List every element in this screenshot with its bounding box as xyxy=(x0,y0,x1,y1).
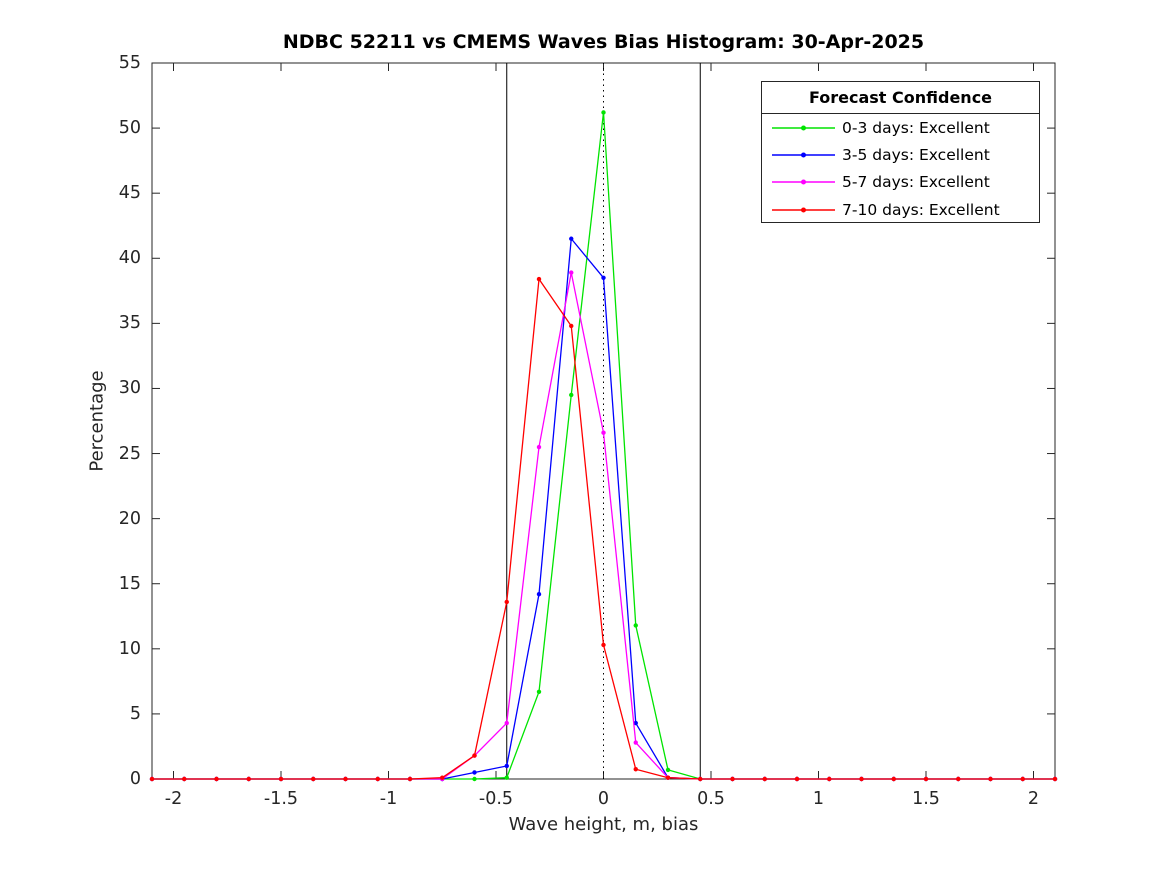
legend: Forecast Confidence 0-3 days: Excellent 3… xyxy=(761,81,1040,223)
x-tick-label: 1.5 xyxy=(912,789,940,809)
data-point-marker xyxy=(536,689,542,694)
x-tick-label: -1.5 xyxy=(263,789,299,809)
x-tick-label: 1 xyxy=(812,789,825,809)
y-tick-label: 5 xyxy=(129,703,141,724)
legend-item-label: 7-10 days: Excellent xyxy=(842,200,1000,219)
legend-line-swatch xyxy=(772,179,835,185)
x-axis-label: Wave height, m, bias xyxy=(508,814,699,835)
data-point-marker xyxy=(569,323,574,329)
data-point-marker xyxy=(923,776,929,782)
legend-line-swatch xyxy=(772,125,835,131)
data-point-marker xyxy=(472,770,477,775)
data-point-marker xyxy=(762,776,767,782)
data-point-marker xyxy=(182,776,187,782)
x-tick-label: -2 xyxy=(164,789,183,809)
data-point-marker xyxy=(343,776,348,782)
data-point-marker xyxy=(472,776,477,782)
data-point-marker xyxy=(504,763,509,769)
legend-line-swatch xyxy=(772,152,835,158)
data-point-marker xyxy=(536,276,542,282)
data-point-marker xyxy=(311,776,316,782)
data-point-marker xyxy=(214,776,219,782)
x-tick-label: -0.5 xyxy=(478,789,514,809)
data-point-marker xyxy=(633,720,638,726)
data-point-marker xyxy=(375,776,380,782)
data-point-marker xyxy=(569,270,574,275)
data-point-marker xyxy=(633,623,638,628)
legend-item: 5-7 days: Excellent xyxy=(762,169,1039,196)
y-tick-label: 55 xyxy=(118,53,141,73)
data-point-marker xyxy=(504,720,509,726)
data-point-marker xyxy=(601,642,606,648)
data-point-marker xyxy=(891,776,896,782)
data-point-marker xyxy=(1020,776,1025,782)
data-point-marker xyxy=(1052,776,1058,782)
data-point-marker xyxy=(278,776,284,782)
data-point-marker xyxy=(536,444,542,450)
y-tick-label: 50 xyxy=(118,118,141,139)
x-tick-label: 0 xyxy=(597,789,610,809)
data-point-marker xyxy=(601,430,606,435)
data-point-marker xyxy=(569,236,574,241)
y-tick-label: 45 xyxy=(118,183,141,204)
legend-title: Forecast Confidence xyxy=(762,82,1039,114)
y-tick-label: 40 xyxy=(118,248,141,269)
data-point-marker xyxy=(472,753,477,758)
data-point-marker xyxy=(859,776,864,782)
legend-item-label: 3-5 days: Excellent xyxy=(842,146,990,165)
legend-item: 0-3 days: Excellent xyxy=(762,114,1039,141)
data-point-marker xyxy=(246,776,251,782)
data-point-marker xyxy=(601,110,606,115)
y-tick-label: 30 xyxy=(118,378,141,399)
data-point-marker xyxy=(633,740,638,745)
legend-item-label: 5-7 days: Excellent xyxy=(842,173,990,192)
x-tick-label: -1 xyxy=(379,789,398,809)
data-point-marker xyxy=(827,776,832,782)
data-point-marker xyxy=(504,775,509,780)
legend-item: 3-5 days: Excellent xyxy=(762,141,1039,168)
y-tick-label: 0 xyxy=(129,769,141,789)
data-point-marker xyxy=(665,767,671,773)
y-tick-label: 25 xyxy=(118,443,141,464)
data-point-marker xyxy=(536,591,542,597)
data-point-marker xyxy=(956,776,961,782)
y-tick-label: 35 xyxy=(118,313,141,334)
series-markers xyxy=(149,276,1058,782)
data-point-marker xyxy=(440,775,445,780)
y-tick-label: 20 xyxy=(118,508,141,529)
data-point-marker xyxy=(504,599,509,605)
data-point-marker xyxy=(698,776,703,782)
data-point-marker xyxy=(407,776,413,782)
data-point-marker xyxy=(633,767,638,772)
y-tick-label: 15 xyxy=(118,573,141,594)
data-point-marker xyxy=(730,776,735,782)
legend-rows: 0-3 days: Excellent 3-5 days: Excellent 5-… xyxy=(762,114,1039,224)
legend-item-label: 0-3 days: Excellent xyxy=(842,118,990,137)
data-point-marker xyxy=(149,776,155,782)
data-point-marker xyxy=(569,392,574,398)
x-tick-label: 0.5 xyxy=(697,789,725,809)
x-tick-label: 2 xyxy=(1027,789,1040,809)
data-point-marker xyxy=(794,776,800,782)
chart-title: NDBC 52211 vs CMEMS Waves Bias Histogram… xyxy=(282,31,925,53)
data-point-marker xyxy=(665,775,671,780)
data-point-marker xyxy=(601,275,606,280)
data-point-marker xyxy=(988,776,993,782)
legend-item: 7-10 days: Excellent xyxy=(762,196,1039,223)
legend-line-swatch xyxy=(772,207,835,213)
y-tick-label: 10 xyxy=(118,638,141,659)
